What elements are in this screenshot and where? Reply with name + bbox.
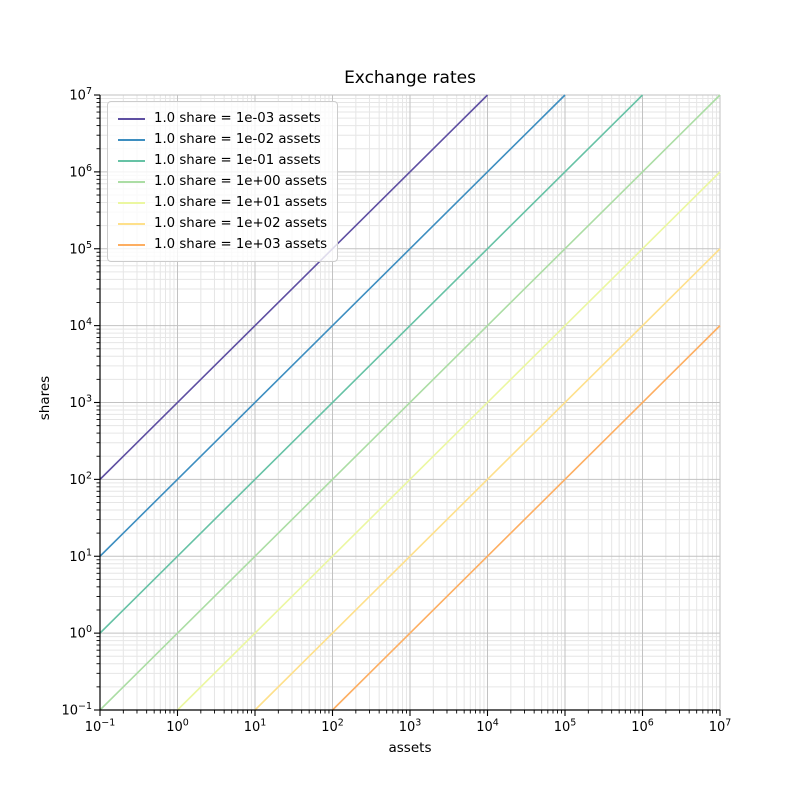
legend-item: 1.0 share = 1e+00 assets <box>118 173 327 190</box>
legend-item-label: 1.0 share = 1e-02 assets <box>154 132 321 147</box>
legend: 1.0 share = 1e-03 assets 1.0 share = 1e-0… <box>107 101 339 262</box>
y-tick-label: 100 <box>69 624 92 642</box>
legend-line-swatch <box>118 222 145 225</box>
legend-item-label: 1.0 share = 1e+01 assets <box>154 195 328 210</box>
series-line <box>331 325 721 711</box>
x-tick-label: 106 <box>631 718 654 736</box>
y-tick-label: 105 <box>69 240 92 258</box>
x-tick-label: 103 <box>399 718 422 736</box>
series-line <box>176 171 721 711</box>
legend-line-swatch <box>118 138 145 141</box>
x-tick-label: 105 <box>554 718 577 736</box>
y-tick-labels: 10−1 100 101 102 103 104 105 106 107 <box>61 86 92 719</box>
series-line <box>99 94 644 634</box>
legend-line-swatch <box>118 180 145 183</box>
legend-item: 1.0 share = 1e+03 assets <box>118 236 327 253</box>
y-tick-label: 101 <box>69 547 92 565</box>
y-tick-label: 10−1 <box>61 701 92 719</box>
legend-item: 1.0 share = 1e-01 assets <box>118 152 327 169</box>
legend-line-swatch <box>118 201 145 204</box>
legend-item: 1.0 share = 1e+02 assets <box>118 215 327 232</box>
series-line <box>99 94 566 557</box>
y-axis-label: shares <box>37 375 53 421</box>
x-tick-label: 10−1 <box>85 718 116 736</box>
legend-line-swatch <box>118 159 145 162</box>
legend-item: 1.0 share = 1e-02 assets <box>118 131 327 148</box>
series-line <box>99 94 721 711</box>
y-tick-label: 102 <box>69 470 92 488</box>
chart-title: Exchange rates <box>344 68 476 88</box>
x-tick-label: 104 <box>476 718 499 736</box>
x-tick-labels: 10−1 100 101 102 103 104 105 106 107 <box>85 718 732 736</box>
legend-item: 1.0 share = 1e+01 assets <box>118 194 327 211</box>
legend-item-label: 1.0 share = 1e-01 assets <box>154 153 321 168</box>
series-line <box>99 94 489 480</box>
y-tick-label: 104 <box>69 317 92 335</box>
y-tick-label: 103 <box>69 394 92 412</box>
x-tick-label: 102 <box>321 718 344 736</box>
legend-item-label: 1.0 share = 1e+00 assets <box>154 174 328 189</box>
legend-item-label: 1.0 share = 1e+02 assets <box>154 216 328 231</box>
axis-spines <box>99 95 720 711</box>
legend-item: 1.0 share = 1e-03 assets <box>118 110 327 127</box>
y-tick-label: 106 <box>69 163 92 181</box>
x-tick-label: 101 <box>244 718 267 736</box>
legend-item-label: 1.0 share = 1e-03 assets <box>154 111 321 126</box>
legend-line-swatch <box>118 117 145 120</box>
y-tick-label: 107 <box>69 86 92 104</box>
series-lines <box>99 94 721 711</box>
legend-line-swatch <box>118 243 145 246</box>
x-axis-label: assets <box>388 740 432 756</box>
x-tick-label: 100 <box>166 718 189 736</box>
series-line <box>254 248 721 711</box>
legend-item-label: 1.0 share = 1e+03 assets <box>154 237 328 252</box>
x-tick-label: 107 <box>709 718 732 736</box>
